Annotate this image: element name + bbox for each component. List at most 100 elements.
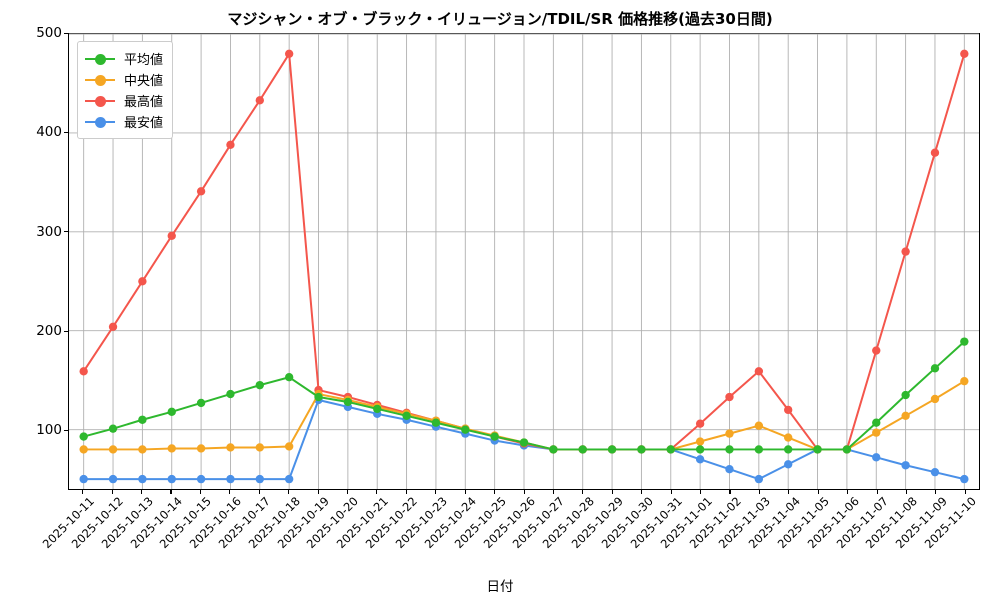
- x-tick-mark: [670, 490, 672, 494]
- data-point: [314, 392, 323, 402]
- legend-label: 中央値: [124, 74, 164, 89]
- data-point: [138, 415, 147, 424]
- x-tick-mark: [111, 490, 113, 494]
- data-point: [695, 445, 705, 454]
- x-tick-mark: [700, 490, 702, 494]
- data-point: [167, 444, 176, 453]
- data-point: [79, 445, 88, 454]
- x-tick-mark: [494, 490, 496, 494]
- x-tick-mark: [141, 490, 143, 494]
- data-point: [196, 187, 206, 196]
- x-tick-mark: [82, 490, 84, 494]
- plot-area: [68, 33, 980, 490]
- data-point: [167, 474, 176, 484]
- data-point: [784, 405, 793, 415]
- data-point: [725, 445, 734, 454]
- data-point: [842, 445, 852, 454]
- legend-label: 平均値: [124, 53, 164, 68]
- data-point: [431, 418, 441, 427]
- data-point: [108, 424, 118, 433]
- legend-label: 最安値: [124, 116, 164, 131]
- data-point: [901, 411, 910, 420]
- data-point: [637, 445, 646, 454]
- data-point: [960, 337, 969, 346]
- y-tick-label: 200: [36, 323, 62, 340]
- legend-marker-icon: [85, 115, 115, 129]
- data-point: [754, 367, 764, 376]
- legend-marker-icon: [85, 73, 115, 87]
- x-tick-mark: [170, 490, 172, 494]
- data-point: [108, 474, 118, 484]
- x-tick-mark: [847, 490, 849, 494]
- legend-item[interactable]: 中央値: [85, 69, 163, 90]
- data-point: [607, 445, 617, 454]
- chart-title: マジシャン・オブ・ブラック・イリュージョン/TDIL/SR 価格推移(過去30日…: [227, 10, 773, 28]
- data-point: [284, 474, 294, 484]
- data-point: [138, 445, 147, 454]
- data-point: [138, 474, 147, 484]
- data-point: [872, 346, 881, 355]
- data-point: [167, 231, 176, 240]
- legend-item[interactable]: 最安値: [85, 111, 163, 132]
- data-point: [79, 367, 88, 376]
- x-tick-mark: [611, 490, 613, 494]
- data-point: [784, 445, 793, 454]
- legend-item[interactable]: 最高値: [85, 90, 163, 111]
- x-tick-mark: [376, 490, 378, 494]
- legend-item[interactable]: 平均値: [85, 48, 163, 69]
- data-point: [725, 429, 734, 438]
- data-point: [167, 407, 176, 417]
- data-point: [196, 474, 206, 484]
- data-point: [255, 443, 264, 452]
- data-point: [255, 474, 264, 484]
- x-tick-mark: [317, 490, 319, 494]
- x-tick-mark: [935, 490, 937, 494]
- data-point: [343, 397, 353, 407]
- data-point: [79, 432, 88, 441]
- data-point: [784, 460, 793, 469]
- x-tick-mark: [758, 490, 760, 494]
- data-point: [79, 474, 88, 484]
- data-point: [196, 444, 206, 453]
- data-point: [284, 373, 294, 382]
- y-tick-mark: [64, 429, 68, 431]
- data-point: [196, 398, 206, 408]
- y-tick-mark: [64, 231, 68, 233]
- data-point: [960, 49, 969, 58]
- x-tick-mark: [346, 490, 349, 494]
- x-tick-mark: [729, 490, 731, 494]
- x-tick-mark: [788, 490, 790, 494]
- data-point: [284, 49, 294, 58]
- data-point: [901, 247, 910, 256]
- data-point: [578, 445, 587, 454]
- y-tick-label: 300: [36, 223, 62, 240]
- data-point: [226, 443, 235, 452]
- data-point: [138, 277, 147, 286]
- x-tick-mark: [405, 490, 407, 494]
- data-point: [461, 425, 470, 434]
- x-tick-mark: [229, 490, 231, 494]
- legend-label: 最高値: [124, 95, 164, 110]
- data-point: [872, 428, 881, 437]
- data-point: [226, 140, 235, 149]
- data-point: [226, 389, 235, 399]
- y-tick-mark: [64, 32, 68, 34]
- data-point: [784, 433, 793, 442]
- x-tick-mark: [199, 490, 201, 494]
- data-point: [754, 474, 764, 484]
- y-tick-mark: [64, 131, 68, 133]
- data-point: [373, 404, 382, 414]
- data-point: [695, 437, 705, 446]
- data-point: [725, 392, 734, 402]
- data-point: [666, 445, 675, 454]
- data-point: [901, 461, 910, 470]
- data-point: [255, 380, 264, 390]
- x-tick-mark: [288, 490, 290, 494]
- data-point: [695, 455, 705, 464]
- x-tick-mark: [523, 490, 525, 494]
- x-tick-mark: [258, 490, 260, 494]
- data-point: [402, 411, 411, 420]
- x-tick-mark: [435, 490, 437, 494]
- data-point: [284, 442, 294, 451]
- data-point: [108, 322, 118, 331]
